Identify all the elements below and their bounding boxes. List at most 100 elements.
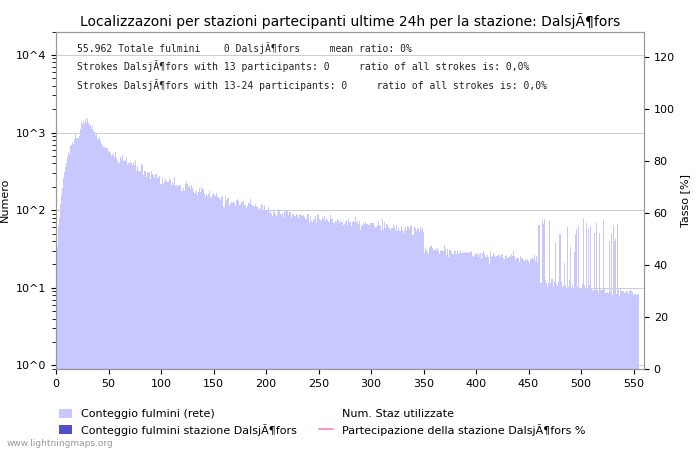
- Bar: [567, 227, 568, 450]
- Bar: [532, 258, 533, 450]
- Bar: [540, 283, 542, 450]
- Partecipazione della stazione DalsjÃ¶fors %: [192, 366, 200, 372]
- Bar: [425, 248, 426, 450]
- Bar: [233, 201, 234, 450]
- Bar: [166, 181, 167, 450]
- Bar: [460, 250, 461, 450]
- Bar: [169, 180, 170, 450]
- Bar: [104, 147, 105, 450]
- Bar: [168, 182, 169, 450]
- Bar: [503, 258, 504, 450]
- Bar: [214, 195, 215, 450]
- Text: Strokes DalsjÃ¶fors with 13-24 participants: 0     ratio of all strokes is: 0,0%: Strokes DalsjÃ¶fors with 13-24 participa…: [76, 79, 547, 90]
- Bar: [109, 152, 110, 450]
- Bar: [181, 191, 183, 450]
- Bar: [424, 253, 425, 450]
- Bar: [614, 241, 615, 450]
- Bar: [250, 199, 251, 450]
- Bar: [626, 291, 628, 450]
- Bar: [172, 182, 173, 450]
- Bar: [351, 222, 353, 450]
- Bar: [595, 290, 596, 450]
- Bar: [256, 206, 257, 450]
- Bar: [154, 178, 155, 450]
- Bar: [312, 222, 313, 450]
- Bar: [307, 214, 309, 450]
- Bar: [355, 217, 356, 450]
- Bar: [385, 229, 386, 450]
- Bar: [69, 154, 70, 450]
- Bar: [95, 135, 97, 450]
- Bar: [241, 202, 242, 450]
- Bar: [200, 192, 202, 450]
- Bar: [101, 144, 102, 450]
- Bar: [150, 179, 151, 450]
- Bar: [481, 259, 482, 450]
- Bar: [155, 174, 156, 450]
- Bar: [378, 222, 379, 450]
- Bar: [456, 250, 458, 450]
- Bar: [146, 177, 147, 450]
- Bar: [65, 167, 66, 450]
- Bar: [341, 221, 342, 450]
- Bar: [423, 232, 424, 450]
- Bar: [408, 227, 409, 450]
- Bar: [210, 198, 211, 450]
- Bar: [361, 226, 362, 450]
- Bar: [549, 220, 550, 450]
- Bar: [151, 171, 152, 450]
- Bar: [225, 200, 227, 450]
- Bar: [633, 295, 634, 450]
- Bar: [340, 221, 341, 450]
- Bar: [542, 220, 543, 450]
- Bar: [255, 204, 256, 450]
- Bar: [363, 223, 364, 450]
- Bar: [389, 228, 391, 450]
- Bar: [519, 256, 521, 450]
- Bar: [227, 198, 228, 450]
- Bar: [263, 211, 265, 450]
- Bar: [64, 172, 65, 450]
- Bar: [593, 291, 594, 450]
- Bar: [379, 225, 380, 450]
- Bar: [215, 195, 216, 450]
- Bar: [485, 257, 486, 450]
- Bar: [484, 254, 485, 450]
- Bar: [339, 223, 340, 450]
- Bar: [446, 255, 447, 450]
- Bar: [553, 286, 554, 450]
- Bar: [467, 253, 468, 450]
- Bar: [186, 181, 187, 450]
- Bar: [582, 218, 584, 450]
- Bar: [328, 222, 330, 450]
- Bar: [461, 252, 462, 450]
- Bar: [554, 282, 555, 450]
- Bar: [261, 204, 262, 450]
- Bar: [218, 198, 219, 450]
- Bar: [391, 228, 393, 450]
- Bar: [397, 231, 398, 450]
- Bar: [244, 205, 246, 450]
- Bar: [206, 196, 208, 450]
- Bar: [551, 279, 552, 450]
- Bar: [113, 154, 114, 450]
- Bar: [70, 146, 71, 450]
- Bar: [555, 243, 556, 450]
- Bar: [452, 254, 454, 450]
- Bar: [624, 292, 626, 450]
- Bar: [204, 197, 206, 450]
- Bar: [78, 136, 80, 450]
- Bar: [609, 241, 610, 450]
- Bar: [416, 229, 418, 450]
- Bar: [622, 291, 624, 450]
- Bar: [468, 252, 469, 450]
- Bar: [91, 129, 92, 450]
- Bar: [498, 255, 500, 450]
- Bar: [194, 194, 195, 450]
- Bar: [418, 230, 419, 450]
- Bar: [402, 230, 403, 450]
- Bar: [209, 190, 210, 450]
- Bar: [594, 233, 595, 450]
- Bar: [334, 223, 335, 450]
- Bar: [130, 162, 131, 450]
